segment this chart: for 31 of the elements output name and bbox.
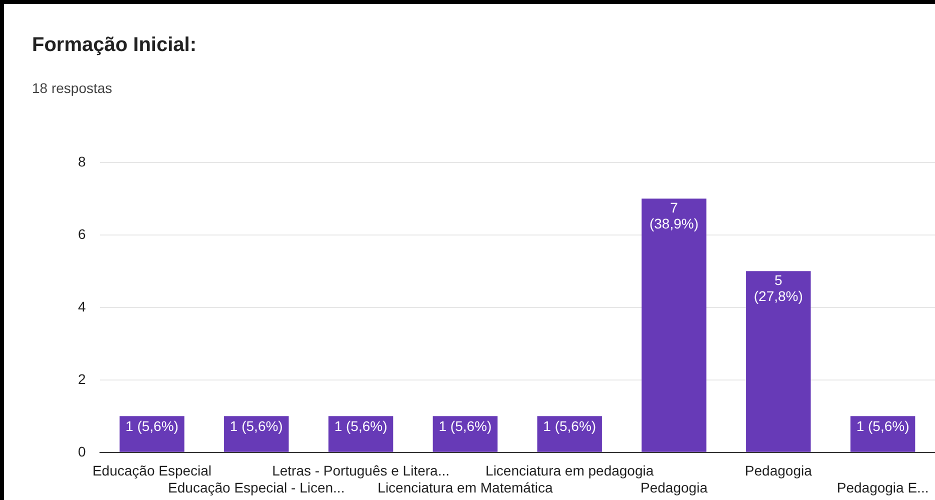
bar bbox=[120, 416, 184, 452]
data-label: 5 (27,8%) bbox=[754, 272, 803, 304]
x-tick-label: Pedagogia E... bbox=[836, 479, 929, 496]
data-label: 1 (5,6%) bbox=[230, 418, 283, 434]
data-label: 1 (5,6%) bbox=[334, 418, 388, 434]
x-tick-label: Pedagogia bbox=[640, 479, 708, 496]
bar bbox=[328, 416, 394, 452]
y-tick-label: 0 bbox=[78, 443, 86, 460]
data-label: 1 (5,6%) bbox=[856, 418, 910, 434]
bar bbox=[746, 271, 811, 452]
x-tick-label: Pedagogia bbox=[744, 462, 812, 479]
x-tick-label: Licenciatura em pedagogia bbox=[486, 462, 654, 479]
chart-title: Formação Inicial: bbox=[32, 34, 196, 57]
y-tick-label: 6 bbox=[78, 226, 86, 242]
x-tick-label: Educação Especial - Licen... bbox=[168, 479, 345, 496]
chart-subtitle: 18 respostas bbox=[32, 80, 112, 96]
bar bbox=[432, 416, 498, 452]
bar bbox=[850, 416, 916, 452]
bar bbox=[642, 198, 706, 452]
y-tick-label: 8 bbox=[78, 153, 86, 170]
x-tick-label: Educação Especial bbox=[92, 462, 212, 479]
bar bbox=[224, 416, 289, 452]
data-label: 1 (5,6%) bbox=[438, 418, 492, 434]
y-tick-label: 4 bbox=[78, 298, 86, 314]
data-label: 1 (5,6%) bbox=[126, 418, 178, 434]
bar bbox=[537, 416, 602, 452]
y-tick-label: 2 bbox=[78, 370, 86, 387]
x-tick-label: Letras - Português e Litera... bbox=[272, 462, 450, 479]
x-tick-label: Licenciatura em Matemática bbox=[378, 479, 553, 496]
data-label: 7 (38,9%) bbox=[649, 200, 699, 232]
data-label: 1 (5,6%) bbox=[543, 418, 596, 434]
